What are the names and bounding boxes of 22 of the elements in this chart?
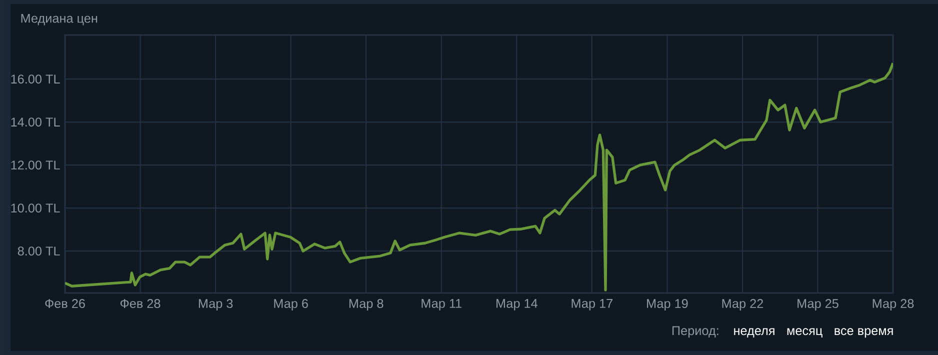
x-tick-label: Фев 28 [120,299,160,308]
x-tick-label: Мар 22 [722,299,764,311]
text: неделя [734,328,774,338]
x-tick-label: Мар 28 [872,299,914,311]
y-tick-label: 12.00 TL [11,160,60,170]
x-tick-label: Мар 3 [198,299,233,311]
x-tick-label: Мар 14 [496,299,538,310]
y-tick-label: 16.00 TL [11,74,60,84]
text: все время [834,328,893,338]
x-tick-label: Мар 17 [572,299,612,310]
x-tick-label: Мар 25 [798,299,838,311]
x-tick-label: Мар 19 [647,299,688,311]
y-tick-label: 8.00 TL [18,246,60,256]
x-tick-label: Мар 11 [422,299,462,310]
y-tick-label: 14.00 TL [11,118,60,127]
text: месяц [787,328,822,338]
x-tick-label: Мар 8 [349,299,384,311]
y-tick-label: 10.00 TL [11,204,60,213]
x-tick-label: Фев 26 [45,299,85,308]
x-tick-label: Мар 6 [274,299,308,311]
chart-title: Медиана цен [21,14,98,26]
text: Период: [672,326,718,338]
